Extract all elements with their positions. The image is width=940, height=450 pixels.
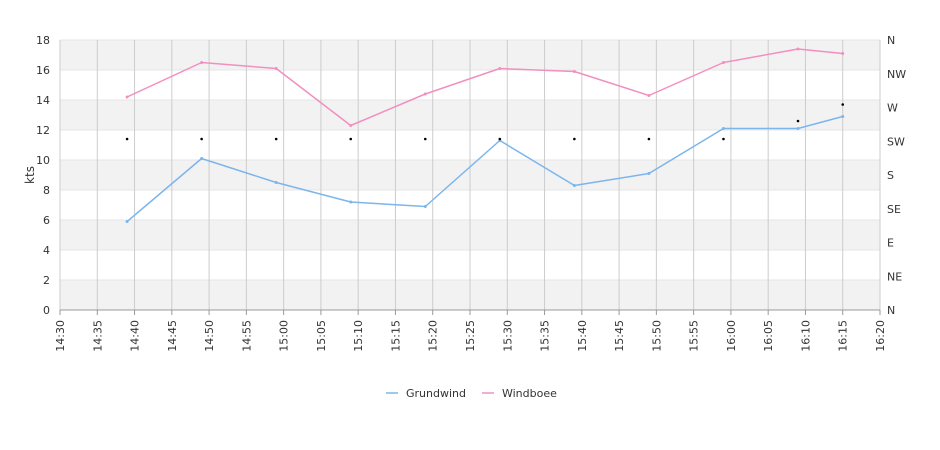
data-point-windboee [572,70,576,73]
y-tick-label: 16 [36,64,50,77]
right-axis-label: NE [887,270,902,283]
x-tick-label: 14:40 [129,320,142,352]
x-tick-label: 14:50 [203,320,216,352]
y-tick-label: 0 [43,304,50,317]
data-point-grundwind [349,200,353,204]
right-axis-label: N [887,34,895,47]
data-point-windboee [200,61,204,64]
y-tick-label: 4 [43,244,50,257]
x-tick-label: 16:00 [725,320,738,352]
data-point-grundwind [125,220,129,223]
data-point-grundwind [423,205,427,208]
direction-point [200,137,203,141]
direction-point [573,137,576,141]
y-tick-label: 10 [36,154,50,167]
x-tick-label: 15:55 [688,320,701,352]
right-axis-label: W [887,102,898,115]
data-point-windboee [498,67,502,70]
x-tick-label: 15:00 [278,320,291,352]
legend-label-grundwind[interactable]: Grundwind [406,387,466,400]
x-tick-label: 14:30 [54,320,67,352]
direction-point [423,137,427,141]
data-point-windboee [125,95,129,99]
x-tick-label: 14:35 [91,320,104,352]
data-point-grundwind [274,181,278,184]
direction-point [349,137,353,141]
x-tick-label: 16:20 [874,320,887,352]
right-axis-label: NW [887,68,906,81]
data-point-windboee [349,124,353,127]
x-tick-label: 14:45 [166,320,179,352]
x-tick-label: 15:05 [315,320,328,352]
y-tick-label: 12 [36,124,50,137]
direction-point [125,137,129,141]
y-tick-label: 2 [43,274,50,287]
right-axis-label: SW [887,135,905,148]
data-point-windboee [796,47,800,51]
data-point-windboee [841,52,845,55]
x-tick-label: 15:50 [650,320,663,352]
data-point-grundwind [572,184,576,187]
x-tick-label: 15:10 [352,320,365,352]
data-point-grundwind [841,115,845,118]
data-point-windboee [647,94,651,97]
x-tick-label: 15:30 [501,320,514,352]
right-axis-label: N [887,304,895,317]
right-axis-label: E [887,237,894,250]
y-tick-label: 6 [43,214,50,227]
legend-label-windboee[interactable]: Windboee [502,387,557,400]
direction-point [647,137,651,141]
data-point-grundwind [721,127,725,130]
x-tick-label: 15:20 [427,320,440,352]
x-tick-label: 16:10 [799,320,812,352]
y-tick-label: 8 [43,184,50,197]
direction-point [498,137,502,141]
data-point-grundwind [647,172,651,175]
x-tick-label: 14:55 [240,320,253,352]
x-tick-label: 16:15 [837,320,850,352]
data-point-grundwind [200,157,204,160]
data-point-windboee [721,61,725,64]
y-axis-title: kts [23,166,37,184]
direction-point [722,137,725,141]
x-tick-label: 15:40 [576,320,589,352]
x-tick-label: 16:05 [762,320,775,352]
direction-point [274,137,278,141]
right-axis-label: S [887,169,894,182]
x-tick-label: 15:45 [613,320,626,352]
y-tick-label: 14 [36,94,50,107]
right-axis-label: SE [887,203,901,216]
data-point-grundwind [796,127,800,130]
x-tick-label: 15:15 [389,320,402,352]
data-point-windboee [423,92,427,96]
x-tick-label: 15:35 [539,320,552,352]
direction-point [796,119,800,123]
data-point-windboee [274,67,278,70]
direction-point [841,103,845,106]
y-tick-label: 18 [36,34,50,47]
x-tick-label: 15:25 [464,320,477,352]
